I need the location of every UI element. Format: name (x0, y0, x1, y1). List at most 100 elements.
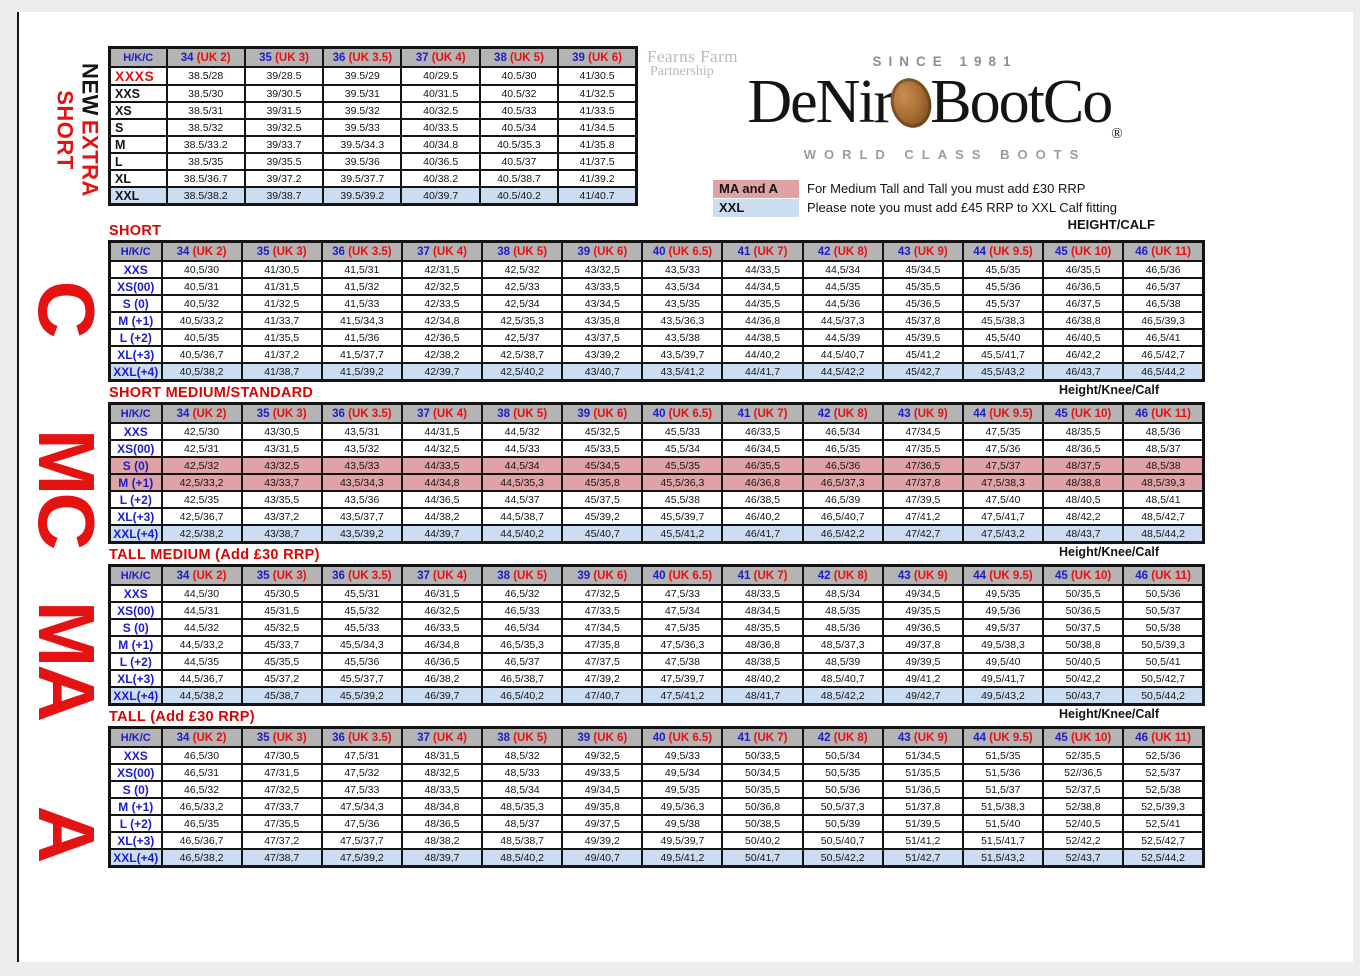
extra-label: EXTRA (77, 119, 103, 197)
extra-short-table-area: H/K/C 34 (UK 2) 35 (UK 3) 36 (UK 3.5) 37 (UK… (108, 46, 638, 206)
size-cell: 40,5/31 (160, 277, 243, 296)
size-cell: 46/41,7 (721, 524, 804, 544)
size-cell: 50/33,5 (721, 746, 804, 765)
size-cell: 50,5/41 (1122, 652, 1205, 671)
size-cell: 44,5/34 (801, 260, 884, 279)
size-cell: 41/34.5 (557, 118, 638, 137)
size-cell: 48/33,5 (400, 780, 484, 799)
size-cell: 51/35,5 (881, 763, 964, 782)
size-cell: 38.5/38.2 (165, 186, 246, 206)
header-row: H/K/C 34 (UK 2) 35 (UK 3) 36 (UK 3.5) 37 (UK… (108, 726, 1205, 748)
size-cell: 48/41,7 (721, 686, 804, 706)
size-cell: 49,5/41,2 (641, 848, 724, 868)
column-header: 44 (UK 9.5) (961, 240, 1045, 262)
table-row: L (+2) 40,5/35 41/35,5 41,5/36 42/36,5 42,5/3… (108, 328, 1205, 347)
size-cell: 48,5/34 (481, 780, 564, 799)
size-cell: 48,5/39 (801, 652, 884, 671)
size-cell: 45/31,5 (240, 601, 323, 620)
fearns-farm-line1: Fearns Farm (647, 47, 738, 66)
size-cell: 45/42,7 (881, 362, 964, 382)
row-label: L (+2) (108, 652, 163, 671)
size-cell: 43,5/38 (641, 328, 724, 347)
size-cell: 48/40,2 (721, 669, 804, 688)
size-cell: 47,5/34 (641, 601, 724, 620)
size-cell: 45,5/32 (320, 601, 403, 620)
size-cell: 47,5/40 (961, 490, 1045, 509)
size-cell: 48/31,5 (400, 746, 484, 765)
size-cell: 42,5/34 (481, 294, 564, 313)
size-cell: 49/40,7 (561, 848, 644, 868)
size-cell: 46,5/34 (481, 618, 564, 637)
table-row: L (+2) 46,5/35 47/35,5 47,5/36 48/36,5 48,5/3… (108, 814, 1205, 833)
column-header: 36 (UK 3.5) (322, 46, 403, 68)
column-header: 35 (UK 3) (243, 46, 325, 68)
size-cell: 46,5/40,7 (801, 507, 884, 526)
size-cell: 48,5/44,2 (1122, 524, 1205, 544)
size-cell: 51,5/35 (961, 746, 1045, 765)
size-cell: 44,5/34 (481, 456, 564, 475)
size-cell: 44,5/30 (160, 584, 243, 603)
size-cell: 52/38,8 (1042, 797, 1125, 816)
table-row: XXS 46,5/30 47/30,5 47,5/31 48/31,5 48,5/32 49… (108, 746, 1205, 765)
size-cell: 48/35,5 (1042, 422, 1125, 441)
size-cell: 40.5/34 (478, 118, 560, 137)
size-cell: 41/32.5 (557, 84, 638, 103)
size-cell: 50,5/36 (801, 780, 884, 799)
size-cell: 40/34.8 (400, 135, 481, 154)
size-cell: 52//36,5 (1042, 763, 1125, 782)
size-cell: 45/38,7 (240, 686, 323, 706)
size-cell: 48,5/40,2 (481, 848, 564, 868)
table-row: L (+2) 44,5/35 45/35,5 45,5/36 46/36,5 46,5/3… (108, 652, 1205, 671)
size-cell: 38.5/30 (165, 84, 246, 103)
size-cell: 45,5/37 (961, 294, 1045, 313)
size-cell: 50/35,5 (721, 780, 804, 799)
size-cell: 46/40,2 (721, 507, 804, 526)
brand-left: DeNir (747, 68, 894, 136)
height-knee-calf-label: Height/Knee/Calf (1058, 707, 1159, 721)
size-cell: 45,5/38 (641, 490, 724, 509)
size-cell: 40,5/32 (160, 294, 243, 313)
size-cell: 50,5/39,3 (1122, 635, 1205, 654)
size-cell: 49,5/33 (641, 746, 724, 765)
table-row: XXL(+4) 42,5/38,2 43/38,7 43,5/39,2 44/39,7 4… (108, 524, 1205, 544)
size-cell: 38.5/31 (165, 101, 246, 120)
column-header: 35 (UK 3) (240, 564, 323, 586)
size-cell: 43,5/31 (320, 422, 403, 441)
size-cell: 46/36,5 (1042, 277, 1125, 296)
size-cell: 45/32,5 (240, 618, 323, 637)
column-header: 38 (UK 5) (478, 46, 560, 68)
column-header: 39 (UK 6) (561, 564, 644, 586)
size-cell: 47,5/36 (320, 814, 403, 833)
note-row-xxl: XXL Please note you must add £45 RRP to … (713, 198, 1117, 217)
column-header: 36 (UK 3.5) (320, 402, 403, 424)
column-header: 39 (UK 6) (561, 240, 644, 262)
size-cell: 47,5/35 (961, 422, 1045, 441)
fearns-farm-line2: Partnership (650, 64, 714, 79)
table-row: XL(+3) 46,5/36,7 47/37,2 47,5/37,7 48/38,2 48… (108, 831, 1205, 850)
column-header: 34 (UK 2) (160, 726, 243, 748)
size-cell: 52,5/38 (1122, 780, 1205, 799)
size-cell: 41/33,7 (240, 311, 323, 330)
size-cell: 44,5/40,7 (801, 345, 884, 364)
size-cell: 47/42,7 (881, 524, 964, 544)
size-cell: 50,5/37 (1122, 601, 1205, 620)
size-cell: 47/39,5 (881, 490, 964, 509)
size-cell: 42,5/40,2 (481, 362, 564, 382)
column-header: 34 (UK 2) (160, 240, 243, 262)
size-cell: 46,5/42,7 (1122, 345, 1205, 364)
size-cell: 49,5/35 (961, 584, 1045, 603)
size-cell: 39/38.7 (243, 186, 325, 206)
table-row: S (0) 46,5/32 47/32,5 47,5/33 48/33,5 48,5/34… (108, 780, 1205, 799)
size-cell: 46,5/42,2 (801, 524, 884, 544)
size-cell: 47,5/37 (961, 456, 1045, 475)
brand-wordmark: DeNir BootCo® (675, 71, 1195, 142)
size-cell: 48,5/37 (1122, 439, 1205, 458)
table-row: XXS 40,5/30 41/30,5 41,5/31 42/31,5 42,5/32 43… (108, 260, 1205, 279)
size-cell: 45/35,5 (240, 652, 323, 671)
size-cell: 40/36.5 (400, 152, 481, 171)
brand-right: BootCo (930, 68, 1113, 136)
size-cell: 45,5/41,2 (641, 524, 724, 544)
size-cell: 45,5/38,3 (961, 311, 1045, 330)
column-header: 41 (UK 7) (721, 564, 804, 586)
